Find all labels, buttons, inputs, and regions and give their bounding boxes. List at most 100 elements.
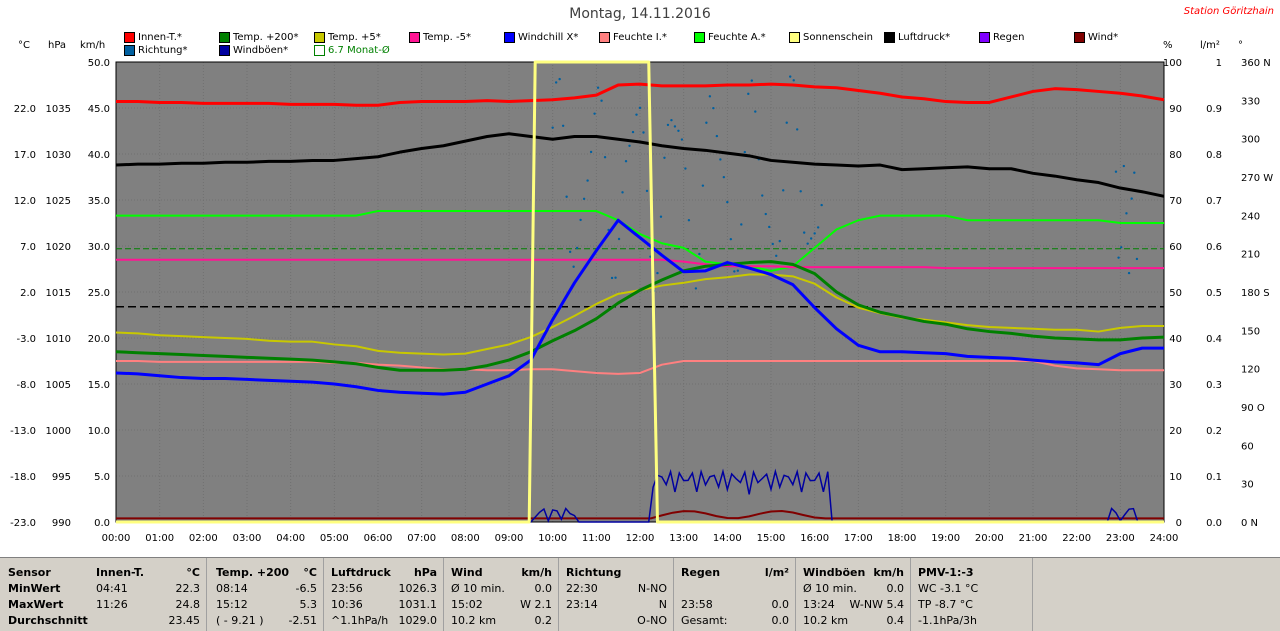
y-tick-hpa: 995 — [52, 472, 71, 483]
column-unit: km/h — [521, 566, 552, 579]
direction-point — [600, 99, 603, 102]
y-tick-hpa: 1030 — [46, 150, 71, 161]
table-cell-value: O-NO — [637, 614, 667, 627]
direction-point — [708, 95, 712, 98]
chart-area: Montag, 14.11.2016 Station Göritzhain °C… — [10, 6, 1274, 544]
y-tick-pct: 60 — [1169, 242, 1182, 253]
chart-title: Montag, 14.11.2016 — [569, 6, 711, 22]
legend-item: Temp. +5* — [314, 32, 381, 43]
x-tick-label: 07:00 — [407, 533, 436, 544]
y-tick-kmh: 0.0 — [94, 518, 110, 529]
direction-point — [701, 184, 705, 187]
direction-point — [582, 197, 586, 201]
y-tick-pct: 100 — [1163, 58, 1182, 69]
stats-table: Sensor MinWert MaxWert Durchschnitt Inne… — [0, 557, 1280, 631]
table-cell-value: W 2.1 — [520, 598, 552, 611]
direction-point — [568, 250, 572, 254]
direction-point — [663, 156, 666, 159]
y-tick-lm2: 0.8 — [1206, 150, 1222, 161]
table-cell-value: 0.0 — [534, 582, 553, 595]
table-cell-label: TP -8.7 °C — [918, 598, 973, 611]
legend-swatch — [314, 45, 325, 56]
table-cell-value: 0.0 — [886, 582, 905, 595]
table-cell-value: 0.4 — [886, 614, 905, 627]
x-tick-label: 12:00 — [626, 533, 655, 544]
series-line-wind — [116, 510, 1164, 520]
table-cell-value: 0.2 — [534, 614, 553, 627]
direction-point — [666, 123, 670, 127]
table-cell-value: 0.0 — [771, 598, 790, 611]
direction-point — [715, 134, 719, 138]
y-tick-temp: 2.0 — [20, 288, 36, 299]
x-tick-label: 06:00 — [364, 533, 393, 544]
table-cell-value: N — [658, 598, 667, 611]
direction-point — [677, 129, 680, 133]
y-tick-pct: 20 — [1169, 426, 1182, 437]
y-tick-lm2: 0.6 — [1206, 242, 1222, 253]
y-tick-hpa: 1025 — [46, 196, 71, 207]
direction-point — [680, 138, 684, 141]
direction-point — [1122, 164, 1126, 168]
table-cell-label: 04:41 — [96, 582, 128, 595]
direction-point — [603, 156, 607, 159]
direction-point — [761, 194, 764, 197]
y-tick-direction: 210 — [1241, 250, 1260, 261]
table-column: Windböen km/h Ø 10 min. 0.0 13:24 W-NW 5.4 10.… — [797, 558, 911, 631]
x-tick-label: 23:00 — [1106, 533, 1135, 544]
y-tick-temp: 7.0 — [20, 242, 36, 253]
direction-point — [673, 125, 677, 128]
table-cell-label: 22:30 — [566, 582, 598, 595]
direction-point — [726, 200, 729, 204]
direction-point — [1125, 212, 1128, 215]
table-column: Wind km/h Ø 10 min. 0.0 15:02 W 2.1 10.2 km 0.2 — [445, 558, 559, 631]
x-tick-label: 19:00 — [931, 533, 960, 544]
direction-point — [820, 203, 823, 207]
x-tick-label: 13:00 — [669, 533, 698, 544]
legend-item: Windchill X* — [504, 32, 578, 43]
y-tick-kmh: 5.0 — [94, 472, 110, 483]
y-tick-lm2: 0.9 — [1206, 104, 1222, 115]
direction-point — [617, 237, 621, 241]
chart-svg: 00:00 01:00 02:00 03:00 04:00 05:00 06:00 07:00… — [10, 58, 1273, 544]
legend-label: Richtung* — [138, 45, 188, 56]
legend-label: Temp. -5* — [423, 32, 471, 43]
row-label-avg: Durchschnitt — [8, 614, 88, 627]
legend-item: Temp. +200* — [219, 32, 298, 43]
y-tick-direction: 150 — [1241, 326, 1260, 337]
unit-kmh: km/h — [80, 40, 106, 51]
table-cell-label: ( - 9.21 ) — [216, 614, 264, 627]
legend-item: Luftdruck* — [884, 32, 950, 43]
direction-point — [551, 126, 554, 129]
direction-point — [694, 287, 698, 290]
table-cell-value: W-NW 5.4 — [849, 598, 905, 611]
y-tick-direction: 360 N — [1241, 58, 1271, 69]
series-line — [116, 360, 1164, 375]
legend-swatch — [789, 32, 800, 43]
x-tick-label: 10:00 — [538, 533, 567, 544]
y-tick-pct: 70 — [1169, 196, 1182, 207]
direction-point — [1127, 271, 1131, 275]
column-header: Regen — [681, 566, 721, 579]
y-tick-direction: 300 — [1241, 135, 1260, 146]
row-label-max: MaxWert — [8, 598, 64, 611]
table-cell-label: 23:14 — [566, 598, 598, 611]
legend-swatch — [219, 32, 230, 43]
y-tick-lm2: 1 — [1216, 58, 1222, 69]
y-tick-lm2: 0.1 — [1206, 472, 1222, 483]
direction-point — [579, 218, 582, 222]
y-tick-kmh: 10.0 — [88, 426, 110, 437]
x-tick-label: 22:00 — [1062, 533, 1091, 544]
column-header: Temp. +200 — [216, 566, 290, 579]
table-cell-value: 1031.1 — [398, 598, 438, 611]
legend-swatch — [599, 32, 610, 43]
unit-percent: % — [1163, 40, 1173, 51]
legend-swatch — [694, 32, 705, 43]
table-cell-value: 5.3 — [299, 598, 318, 611]
series-line — [116, 210, 1164, 272]
table-cell-label: 23:56 — [331, 582, 363, 595]
table-cell-value: N-NO — [637, 582, 667, 595]
direction-point — [586, 179, 589, 182]
direction-point — [729, 237, 733, 241]
table-cell-label: 10.2 km — [451, 614, 497, 627]
legend-item: Regen — [979, 32, 1025, 43]
